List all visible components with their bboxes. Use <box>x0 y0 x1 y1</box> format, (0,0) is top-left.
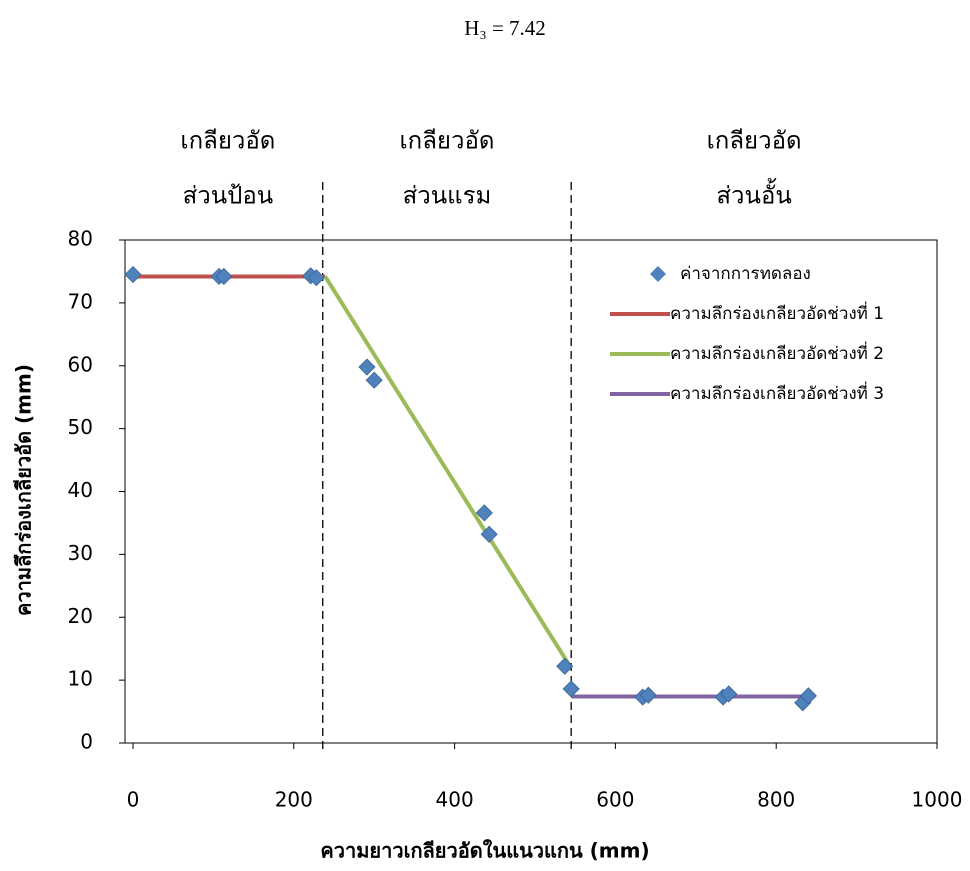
chart-title: H₃ = 7.42 <box>464 16 546 40</box>
chart: H₃ = 7.42 ความยาวเกลียวอัดในแนวแกน (mm) … <box>0 0 970 867</box>
x-tick-label: 0 <box>127 788 140 812</box>
legend-label: ความลึกร่องเกลียวอัดช่วงที่ 1 <box>670 301 884 324</box>
x-axis-title: ความยาวเกลียวอัดในแนวแกน (mm) <box>320 839 649 863</box>
y-tick-label: 0 <box>80 730 93 754</box>
y-tick-label: 30 <box>68 541 93 565</box>
point <box>359 359 375 375</box>
x-tick-label: 400 <box>436 788 474 812</box>
section-label: เกลียวอัด <box>707 128 802 155</box>
y-tick-label: 40 <box>68 478 93 502</box>
y-tick-label: 70 <box>68 289 93 313</box>
x-tick-label: 800 <box>757 788 795 812</box>
y-axis-title: ความลึกร่องเกลียวอัด (mm) <box>12 364 36 616</box>
section-label: ส่วนอั้น <box>716 178 791 210</box>
y-tick-label: 10 <box>68 667 93 691</box>
point <box>125 267 141 283</box>
section-label: ส่วนแรม <box>403 184 492 210</box>
y-tick-label: 50 <box>68 415 93 439</box>
y-tick-label: 80 <box>68 227 93 251</box>
y-tick-label: 20 <box>68 604 93 628</box>
legend-label: ความลึกร่องเกลียวอัดช่วงที่ 2 <box>670 341 884 364</box>
point <box>557 658 573 674</box>
legend-marker <box>650 266 666 282</box>
legend-label: ค่าจากการทดลอง <box>680 264 811 284</box>
x-tick-label: 1000 <box>912 788 963 812</box>
line <box>325 276 571 668</box>
point <box>366 372 382 388</box>
x-tick-label: 600 <box>596 788 634 812</box>
x-tick-label: 200 <box>275 788 313 812</box>
section-label: เกลียวอัด <box>180 128 275 155</box>
section-label: เกลียวอัด <box>399 128 494 155</box>
section-label: ส่วนป้อน <box>183 184 274 210</box>
legend-label: ความลึกร่องเกลียวอัดช่วงที่ 3 <box>670 381 884 404</box>
y-tick-label: 60 <box>68 352 93 376</box>
